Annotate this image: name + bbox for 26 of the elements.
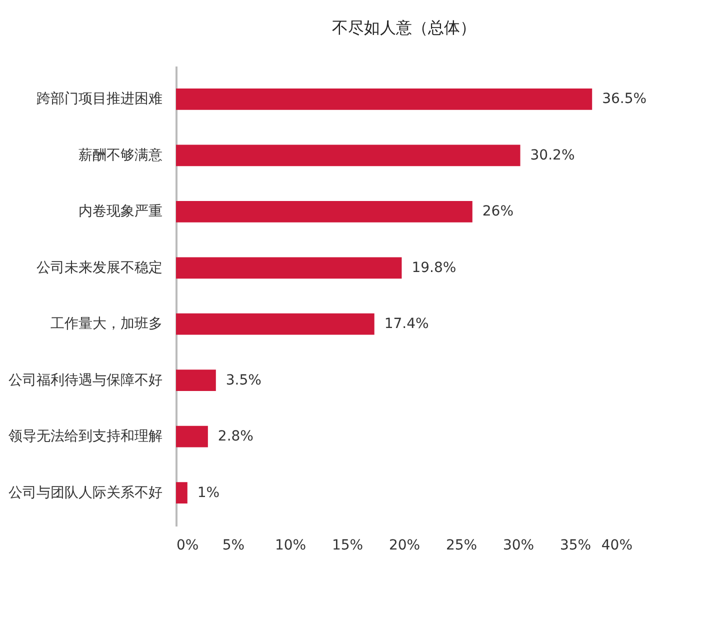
data-label: 2.8% — [218, 428, 254, 445]
y-tick-label: 薪酬不够满意 — [78, 147, 162, 164]
x-tick-label: 25% — [446, 538, 478, 554]
y-tick-label: 跨部门项目推进困难 — [36, 91, 162, 108]
y-tick-label: 工作量大，加班多 — [50, 316, 162, 332]
x-tick-label: 20% — [388, 538, 420, 554]
y-tick-label: 公司与团队人际关系不好 — [8, 484, 162, 501]
data-label: 30.2% — [530, 147, 575, 164]
x-tick-label: 35% — [560, 538, 592, 554]
x-tick-label: 10% — [274, 538, 306, 554]
chart-title: 不尽如人意（总体） — [332, 18, 476, 37]
x-tick-label: 0% — [176, 538, 199, 554]
x-tick-label: 40% — [601, 538, 632, 554]
x-tick-label: 30% — [502, 538, 534, 554]
data-label: 36.5% — [602, 91, 647, 108]
data-label: 1% — [197, 484, 220, 501]
y-tick-label: 领导无法给到支持和理解 — [8, 428, 162, 445]
y-tick-label: 内卷现象严重 — [78, 204, 162, 220]
y-tick-label: 公司未来发展不稳定 — [36, 260, 162, 276]
data-label: 3.5% — [226, 372, 262, 388]
y-tick-label: 公司福利待遇与保障不好 — [8, 372, 162, 388]
data-label: 17.4% — [384, 316, 429, 332]
x-tick-label: 15% — [332, 538, 364, 554]
data-label: 26% — [482, 204, 514, 220]
data-label: 19.8% — [412, 260, 456, 276]
x-tick-label: 5% — [222, 538, 245, 554]
